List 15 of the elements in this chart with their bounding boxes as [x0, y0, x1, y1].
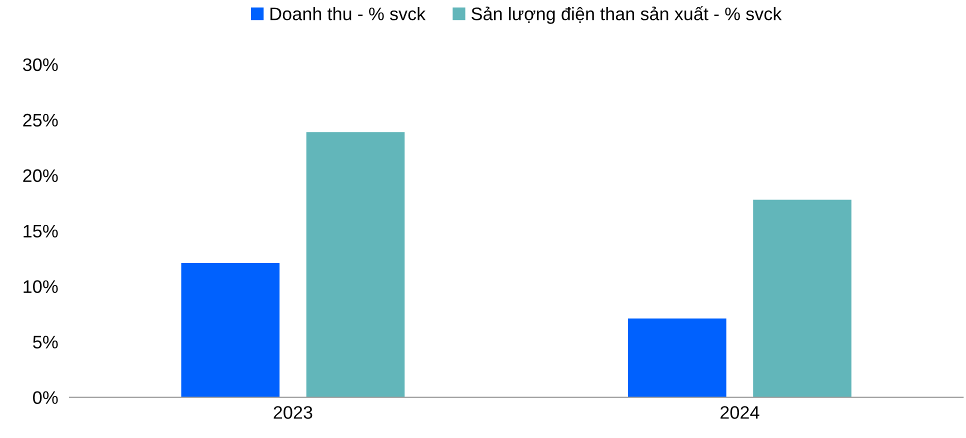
- y-tick-label: 20%: [23, 169, 58, 182]
- y-tick-label: 30%: [22, 58, 58, 72]
- bar: [306, 132, 405, 398]
- y-tick-label: 15%: [24, 224, 58, 238]
- legend-label: Doanh thu - % svck: [270, 7, 426, 20]
- y-tick-label: 25%: [23, 114, 58, 127]
- legend-label: Sản lượng điện than sản xuất - % svck: [472, 6, 782, 24]
- y-tick-label: 5%: [33, 336, 58, 349]
- y-tick-label: 0%: [33, 391, 58, 404]
- bar: [628, 318, 726, 398]
- bar: [181, 263, 280, 398]
- bar: [753, 200, 852, 398]
- y-tick-label: 10%: [24, 280, 58, 294]
- x-tick-label: 2023: [274, 406, 312, 419]
- x-tick-label: 2024: [720, 406, 760, 419]
